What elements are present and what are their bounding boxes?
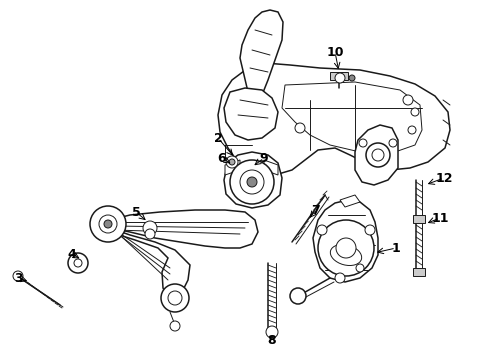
Text: 11: 11 xyxy=(431,212,449,225)
Circle shape xyxy=(247,177,257,187)
Polygon shape xyxy=(110,210,258,248)
Polygon shape xyxy=(282,82,422,152)
Circle shape xyxy=(99,215,117,233)
Circle shape xyxy=(408,126,416,134)
Ellipse shape xyxy=(330,244,362,266)
Circle shape xyxy=(266,326,278,338)
Circle shape xyxy=(335,73,345,83)
Circle shape xyxy=(240,170,264,194)
Polygon shape xyxy=(313,200,378,282)
Text: 2: 2 xyxy=(214,131,222,144)
Circle shape xyxy=(349,75,355,81)
Circle shape xyxy=(290,288,306,304)
Circle shape xyxy=(295,123,305,133)
Circle shape xyxy=(372,149,384,161)
Circle shape xyxy=(230,160,274,204)
Text: 8: 8 xyxy=(268,333,276,346)
Circle shape xyxy=(74,259,82,267)
Polygon shape xyxy=(413,215,425,223)
Circle shape xyxy=(229,159,235,165)
Polygon shape xyxy=(224,152,282,208)
Text: 7: 7 xyxy=(312,203,320,216)
Polygon shape xyxy=(110,228,190,300)
Circle shape xyxy=(104,220,112,228)
Polygon shape xyxy=(264,160,278,175)
Polygon shape xyxy=(355,125,398,185)
Circle shape xyxy=(403,95,413,105)
Circle shape xyxy=(359,139,367,147)
Circle shape xyxy=(90,206,126,242)
Text: 4: 4 xyxy=(68,248,76,261)
Polygon shape xyxy=(224,88,278,140)
Text: 6: 6 xyxy=(218,152,226,165)
Text: 3: 3 xyxy=(14,271,23,284)
Text: 5: 5 xyxy=(132,206,140,219)
Polygon shape xyxy=(240,10,283,100)
Circle shape xyxy=(389,139,397,147)
Polygon shape xyxy=(218,63,450,175)
Circle shape xyxy=(13,271,23,281)
Polygon shape xyxy=(413,268,425,276)
Circle shape xyxy=(168,291,182,305)
Circle shape xyxy=(68,253,88,273)
Polygon shape xyxy=(330,72,348,80)
Text: 9: 9 xyxy=(260,152,269,165)
Circle shape xyxy=(161,284,189,312)
Circle shape xyxy=(366,143,390,167)
Text: 1: 1 xyxy=(392,242,400,255)
Polygon shape xyxy=(225,160,240,175)
Circle shape xyxy=(411,108,419,116)
Polygon shape xyxy=(340,195,360,207)
Circle shape xyxy=(365,225,375,235)
Circle shape xyxy=(226,156,238,168)
Circle shape xyxy=(145,229,155,239)
Circle shape xyxy=(336,238,356,258)
Circle shape xyxy=(170,321,180,331)
Circle shape xyxy=(143,221,157,235)
Circle shape xyxy=(317,225,327,235)
Circle shape xyxy=(335,273,345,283)
Circle shape xyxy=(318,220,374,276)
Text: 12: 12 xyxy=(435,171,453,185)
Circle shape xyxy=(356,264,364,272)
Text: 10: 10 xyxy=(326,45,344,59)
